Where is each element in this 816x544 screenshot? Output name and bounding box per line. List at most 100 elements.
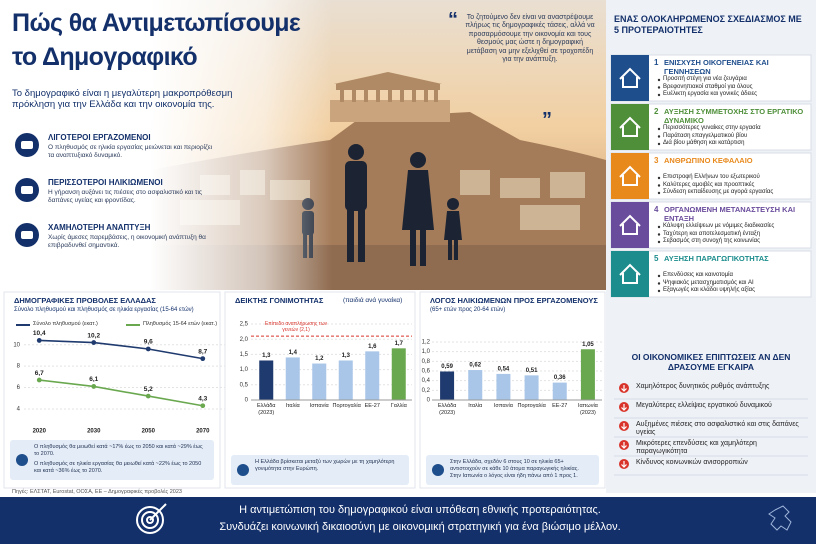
- x-tick-label: 2020: [33, 429, 47, 435]
- consequence-arrow: [621, 404, 627, 411]
- issue-title: ΠΕΡΙΣΣΟΤΕΡΟΙ ΗΛΙΚΙΩΜΕΝΟΙ: [48, 178, 163, 187]
- priority-bullet: Σεβασμός στη συνοχή της κοινωνίας: [663, 238, 760, 244]
- bullet: [657, 78, 661, 82]
- priority-icon-bg: [611, 251, 649, 297]
- x-tick-label: ΕΕ-27: [364, 403, 380, 409]
- x-tick-label: Ελλάδα (2023): [437, 403, 457, 416]
- x-tick-label: Ελλάδα (2023): [256, 403, 276, 416]
- bar: [580, 349, 595, 400]
- value-label: 0,62: [469, 363, 481, 369]
- priority-title: ΟΡΓΑΝΩΜΕΝΗ ΜΕΤΑΝΑΣΤΕΥΣΗ ΚΑΙ ΕΝΤΑΞΗ: [664, 205, 796, 223]
- quote-open: “: [448, 9, 458, 31]
- footer-bg: [0, 497, 816, 544]
- bar: [285, 357, 300, 400]
- footer-line: Συνδυάζει κοινωνική δικαιοσύνη με οικονο…: [219, 521, 621, 533]
- bar: [496, 373, 511, 400]
- issue-title: ΧΑΜΗΛΟΤΕΡΗ ΑΝΑΠΤΥΞΗ: [48, 223, 151, 232]
- priority-icon: [619, 67, 641, 88]
- bar: [524, 375, 539, 400]
- consequence: Αυξημένες πιέσεις στο ασφαλιστικό και στ…: [636, 421, 799, 437]
- x-tick-label: Ισπανία: [309, 403, 329, 409]
- priority-bullet: Επιστροφή Ελλήνων του εξωτερικού: [663, 174, 760, 180]
- quote: Το ζητούμενο δεν είναι να αναστρέψουμε π…: [465, 14, 595, 63]
- priority-bullet: Εξαγωγές και κλάδοι υψηλής αξίας: [663, 287, 756, 293]
- priority-bullet: Κάλυψη ελλείψεων με νόμιμες διαδικασίες: [663, 223, 775, 229]
- priority-icon-bg: [611, 202, 649, 248]
- priority-icon: [619, 165, 641, 186]
- note: Η Ελλάδα βρίσκεται μεταξύ των χωρών με τ…: [255, 459, 395, 472]
- series-line: [39, 339, 203, 360]
- point: [145, 346, 151, 352]
- issue-title: ΛΙΓΟΤΕΡΟΙ ΕΡΓΑΖΟΜΕΝΟΙ: [48, 133, 151, 142]
- y-tick-label: 2,5: [240, 322, 249, 328]
- point: [145, 393, 151, 399]
- bar: [391, 348, 406, 400]
- priority-bullet: Περισσότερες γυναίκες στην εργασία: [663, 125, 761, 131]
- value-label: 1,4: [289, 350, 298, 356]
- bar: [440, 371, 455, 400]
- y-tick-label: 1,2: [422, 340, 431, 346]
- x-tick-label: 2070: [196, 429, 210, 435]
- chart-title: ΔΕΙΚΤΗΣ ΓΟΝΙΜΟΤΗΤΑΣ: [235, 296, 324, 305]
- x-tick-label: Γαλλία: [390, 403, 407, 409]
- y-tick-label: 0,2: [422, 388, 431, 394]
- value-label: 0,54: [498, 366, 510, 372]
- note: Στην Ελλάδα, σχεδόν 6 στους 10 σε ηλικία…: [450, 459, 579, 472]
- point: [36, 338, 42, 343]
- consequence: Χαμηλότερος δυνητικός ρυθμός ανάπτυξης: [636, 383, 770, 390]
- bullet: [657, 274, 661, 278]
- x-tick-label: 2050: [142, 429, 156, 435]
- bullet: [657, 93, 661, 97]
- priorities-title: ΕΝΑΣ ΟΛΟΚΛΗΡΩΜΕΝΟΣ ΣΧΕΔΙΑΣΜΟΣ ΜΕ 5 ΠΡΟΤΕ…: [614, 14, 802, 35]
- issue-icon-glyph: [21, 141, 33, 149]
- y-tick-label: 0,5: [240, 382, 249, 388]
- value-label: 1,3: [262, 353, 271, 359]
- priority-title: ΑΥΞΗΣΗ ΠΑΡΑΓΩΓΙΚΟΤΗΤΑΣ: [664, 254, 769, 263]
- note-icon: [432, 464, 444, 476]
- value-label: 1,7: [395, 341, 404, 347]
- priority-icon: [619, 263, 641, 284]
- bullet: [657, 184, 661, 187]
- value-label: 4,3: [198, 395, 207, 402]
- chart-subtitle: Σύνολο πληθυσμού και πληθυσμός σε ηλικία…: [14, 307, 194, 313]
- title-line: το Δημογραφικό: [12, 43, 198, 71]
- point: [200, 403, 206, 409]
- point: [91, 384, 97, 389]
- note-box: [426, 455, 599, 485]
- priority-bullet: Διά βίου μάθηση και κατάρτιση: [663, 140, 745, 146]
- point: [36, 377, 42, 383]
- priority-title: ΕΝΙΣΧΥΣΗ ΟΙΚΟΓΕΝΕΙΑΣ ΚΑΙ ΓΕΝΝΗΣΕΩΝ: [664, 58, 769, 76]
- value-label: 10,2: [87, 332, 100, 339]
- priority-bullet: Ψηφιακός μετασχηματισμός και AI: [663, 279, 754, 286]
- issue-text: Χωρίς άμεσες παρεμβάσεις, η οικονομική α…: [48, 234, 206, 249]
- value-label: 6,1: [89, 376, 98, 383]
- bar: [468, 370, 483, 400]
- y-tick-label: 0,4: [422, 378, 431, 384]
- y-tick-label: 2,0: [240, 337, 249, 343]
- y-tick-label: 1,0: [422, 349, 431, 355]
- priority-icon-bg: [611, 104, 649, 150]
- y-tick-label: 1,5: [240, 352, 249, 358]
- bullet: [657, 191, 661, 195]
- bar: [365, 351, 380, 400]
- value-label: 9,6: [144, 339, 153, 346]
- bullet: [657, 233, 661, 236]
- consequence-arrow: [621, 423, 627, 430]
- source: Πηγές: ΕΛΣΤΑΤ, Eurostat, ΟΟΣΑ, ΕΕ – Δημο…: [12, 489, 182, 495]
- bullet: [657, 176, 661, 180]
- x-tick-label: Ισπανία: [493, 403, 513, 409]
- priority-title: ΑΥΞΗΣΗ ΣΥΜΜΕΤΟΧΗΣ ΣΤΟ ΕΡΓΑΤΙΚΟ ΔΥΝΑΜΙΚΟ: [664, 107, 804, 125]
- x-tick-label: 2030: [87, 429, 101, 435]
- value-label: 10,4: [33, 330, 46, 337]
- title-line: Πώς θα Αντιμετωπίσουμε: [12, 9, 301, 37]
- note-icon: [16, 454, 28, 466]
- bullet: [657, 289, 661, 293]
- point: [91, 340, 97, 345]
- priority-icon-bg: [611, 55, 649, 101]
- chart-title: ΛΟΓΟΣ ΗΛΙΚΙΩΜΕΝΩΝ ΠΡΟΣ ΕΡΓΑΖΟΜΕΝΟΥΣ: [430, 296, 598, 305]
- priority-number: 5: [654, 254, 659, 263]
- x-tick-label: ΕΕ-27: [552, 403, 568, 409]
- x-tick-label: Ιταλία: [285, 403, 300, 409]
